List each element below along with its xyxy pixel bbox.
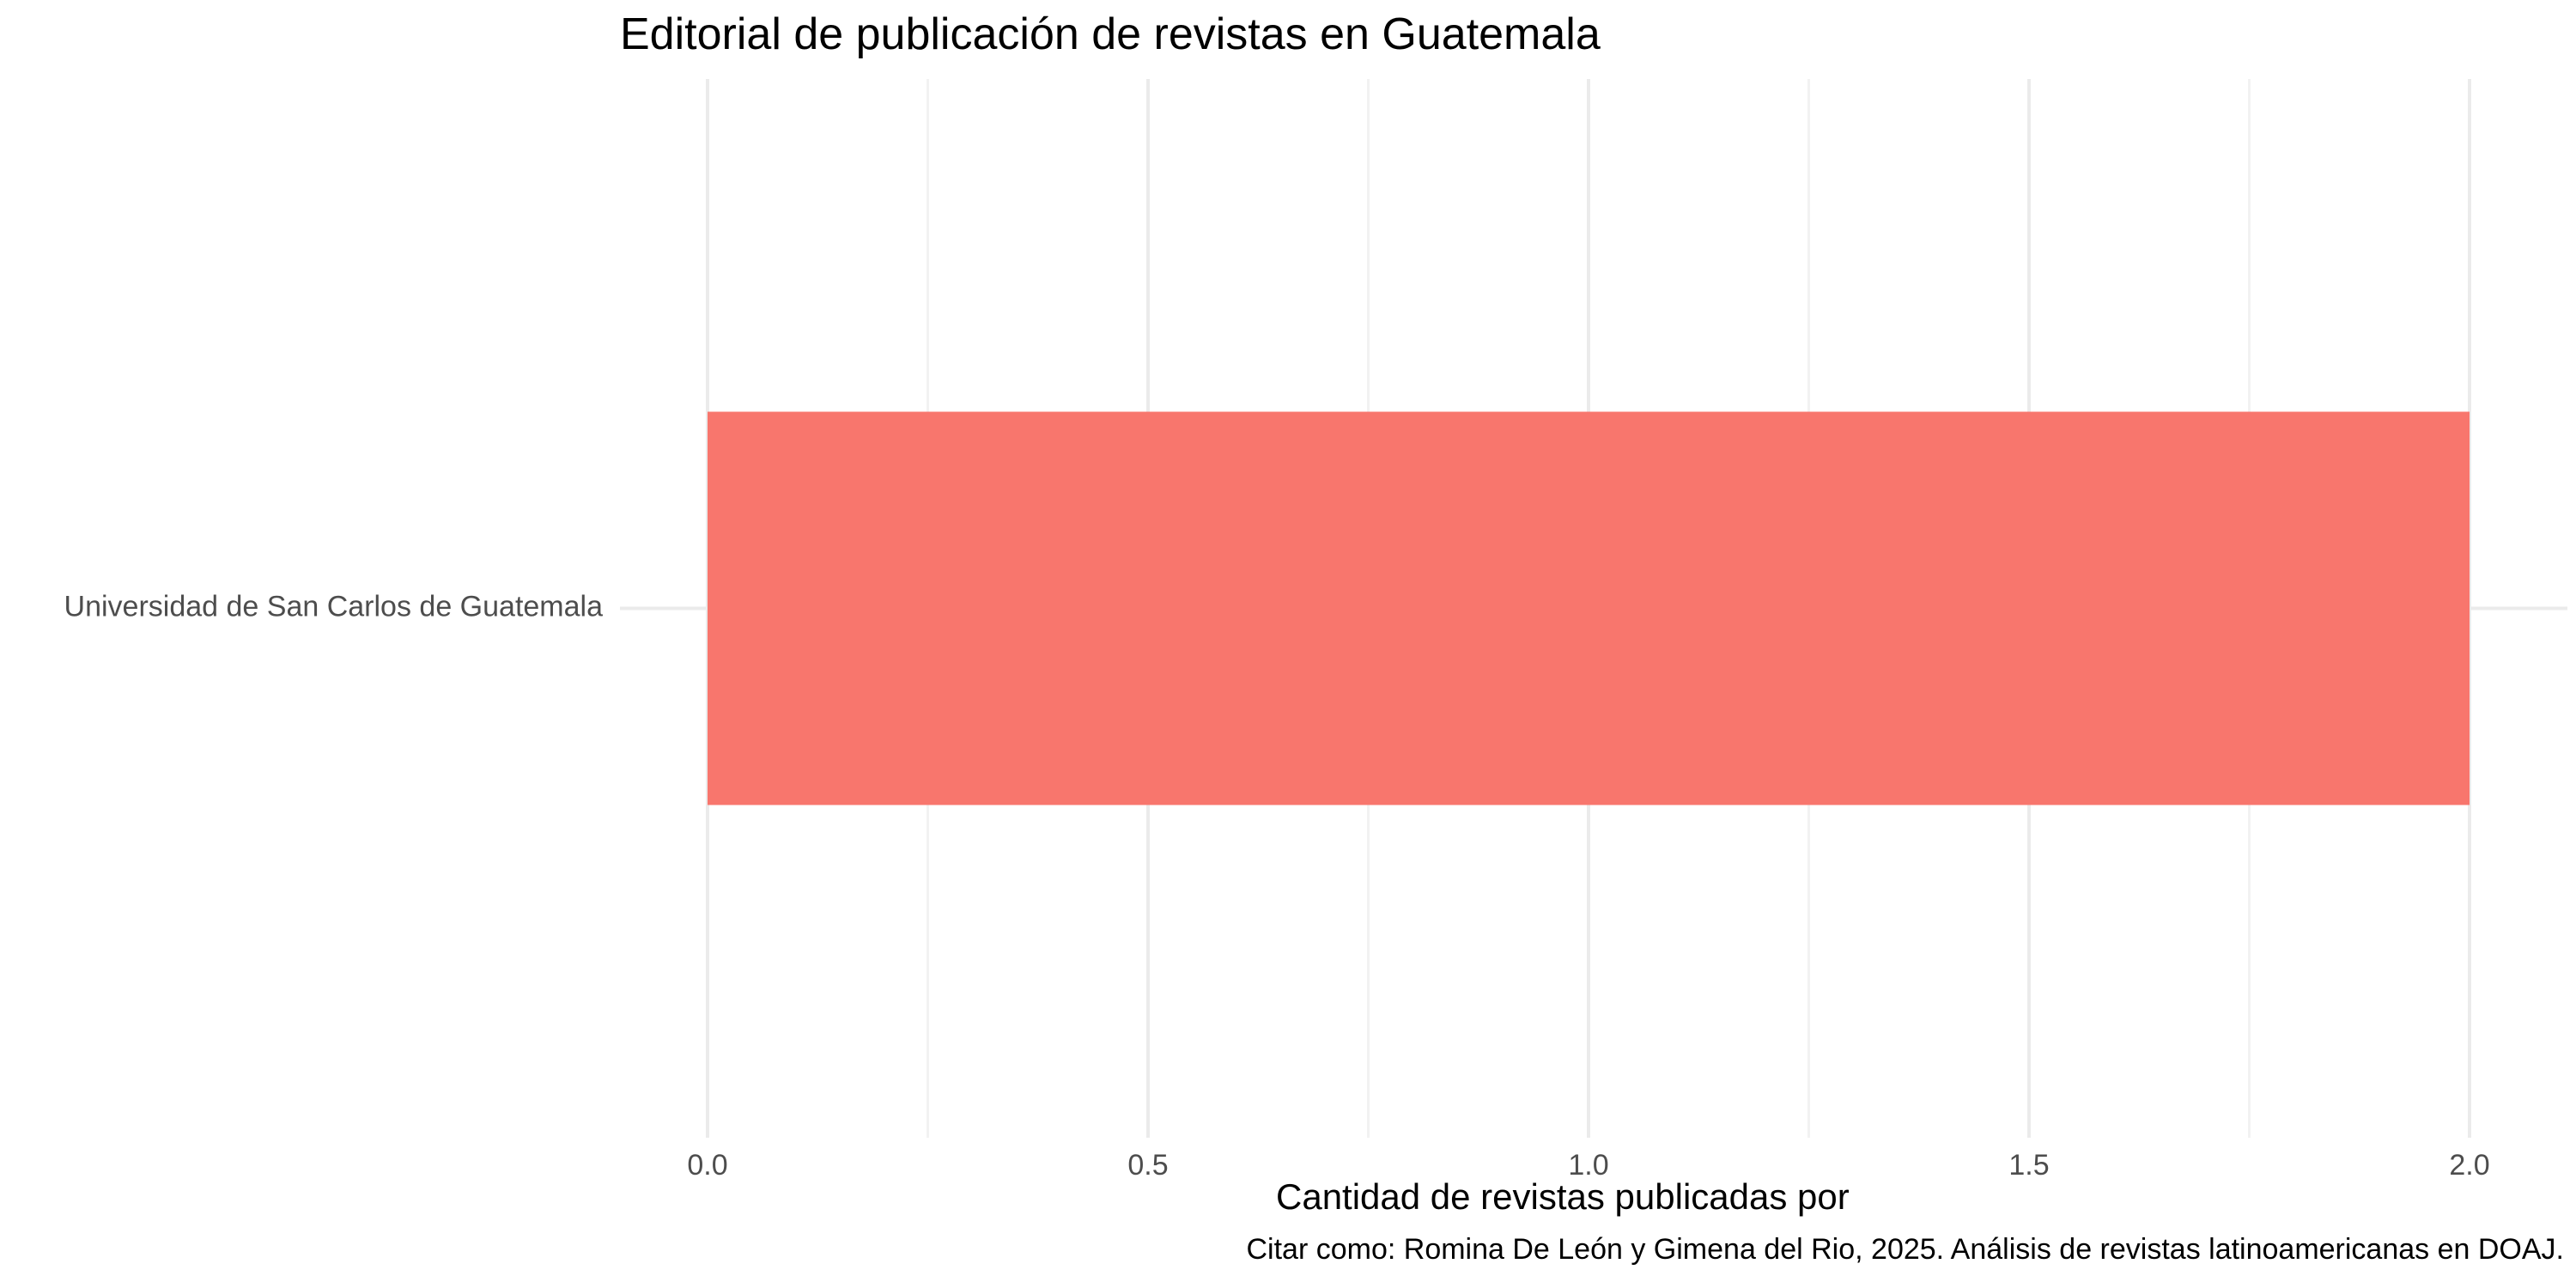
x-axis-title: Cantidad de revistas publicadas por	[1276, 1176, 1850, 1217]
y-tick-label: Universidad de San Carlos de Guatemala	[64, 590, 604, 623]
x-axis: 0.0 0.5 1.0 1.5 2.0	[687, 1149, 2489, 1182]
x-tick-label: 2.0	[2449, 1149, 2489, 1182]
x-tick-label: 0.0	[687, 1149, 727, 1182]
x-tick-label: 1.0	[1568, 1149, 1608, 1182]
x-tick-label: 0.5	[1127, 1149, 1168, 1182]
bars	[708, 411, 2470, 805]
bar	[708, 411, 2470, 805]
chart-caption: Citar como: Romina De León y Gimena del …	[1246, 1233, 2565, 1266]
y-axis: Universidad de San Carlos de Guatemala	[64, 590, 604, 623]
x-tick-label: 1.5	[2008, 1149, 2049, 1182]
chart-title: Editorial de publicación de revistas en …	[620, 9, 1601, 59]
